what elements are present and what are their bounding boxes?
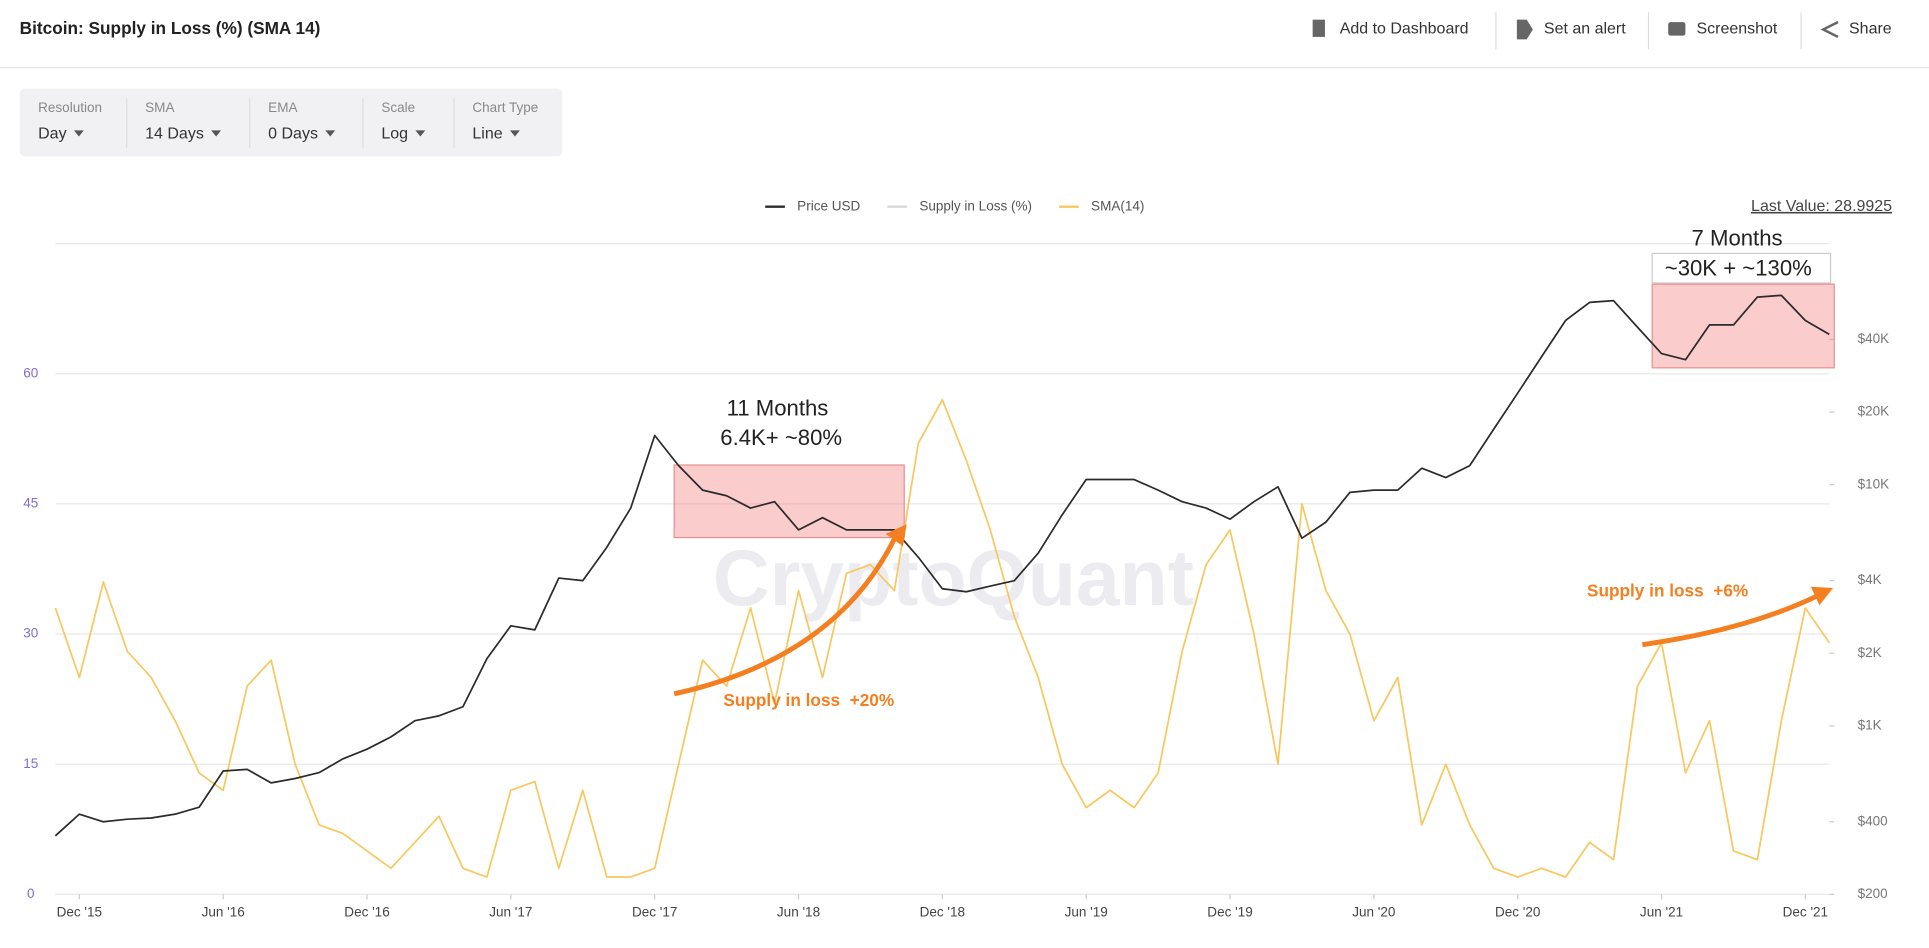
y-tick-label: 60	[23, 365, 38, 380]
action-button[interactable]: Share	[1849, 21, 1892, 38]
series-line	[54, 398, 1831, 878]
action-button[interactable]: Set an alert	[1544, 21, 1626, 38]
actions: Add to Dashboard Set an alert Screenshot…	[1312, 12, 1892, 50]
y2-tick-label: $1K	[1858, 717, 1882, 732]
action-button[interactable]: Screenshot	[1696, 21, 1777, 38]
series-line	[54, 294, 1830, 837]
x-tick-label: Dec '18	[920, 904, 965, 919]
arrow	[1642, 593, 1820, 648]
x-tick-label: Dec '15	[57, 904, 102, 919]
icon	[1312, 19, 1325, 37]
x-tick-label: Jun '20	[1352, 904, 1395, 919]
y2-tick-label: $2K	[1858, 645, 1882, 660]
control-label: SMA	[145, 100, 174, 115]
control-label: Scale	[381, 100, 415, 115]
y-tick-label: 0	[27, 886, 35, 901]
annotation: ~30K + ~130%	[1665, 255, 1812, 280]
control-value[interactable]: Line	[472, 125, 502, 142]
x-tick-label: Dec '21	[1783, 904, 1828, 919]
control-value[interactable]: Log	[381, 125, 408, 142]
legend-label: Price USD	[797, 198, 860, 213]
annotation: 7 Months	[1692, 226, 1783, 251]
annotation: Supply in loss +6%	[1587, 580, 1748, 600]
arrowhead	[1810, 586, 1834, 606]
highlight-box	[673, 464, 905, 539]
arrowhead	[885, 524, 907, 547]
watermark: CryptoQuant	[713, 534, 1194, 622]
y2-tick-label: $400	[1858, 813, 1888, 828]
dropdown-arrow	[510, 130, 520, 137]
icon	[1668, 22, 1686, 36]
y2-tick-label: $10K	[1858, 476, 1890, 491]
highlight-box	[1651, 283, 1835, 369]
y2-tick-label: $200	[1858, 886, 1888, 901]
x-tick-label: Dec '17	[632, 904, 677, 919]
x-tick-label: Jun '19	[1065, 904, 1108, 919]
x-tick-label: Jun '21	[1640, 904, 1683, 919]
x-tick-label: Jun '18	[777, 904, 820, 919]
x-tick-label: Dec '20	[1495, 904, 1540, 919]
dropdown-arrow	[415, 130, 426, 137]
x-tick-label: Jun '17	[489, 904, 532, 919]
control-label: Resolution	[38, 100, 102, 115]
x-tick-label: Dec '16	[344, 904, 389, 919]
annotation: 11 Months	[727, 396, 829, 421]
icon	[1516, 19, 1533, 40]
action-button[interactable]: Add to Dashboard	[1340, 21, 1469, 38]
control-value[interactable]: Day	[38, 125, 66, 142]
legend-label: Supply in Loss (%)	[919, 198, 1032, 213]
y2-tick-label: $40K	[1858, 331, 1890, 346]
control-panel	[19, 88, 563, 157]
page-title: Bitcoin: Supply in Loss (%) (SMA 14)	[20, 18, 321, 38]
annotation: 6.4K+ ~80%	[720, 425, 842, 450]
control-value[interactable]: 14 Days	[145, 125, 204, 142]
dropdown-arrow	[325, 130, 336, 137]
control-label: EMA	[268, 100, 297, 115]
control-value[interactable]: 0 Days	[268, 125, 318, 142]
y-tick-label: 15	[23, 756, 38, 771]
arrow	[673, 535, 898, 697]
control-label: Chart Type	[472, 100, 538, 115]
annotation-box	[1651, 252, 1832, 284]
legend-label: SMA(14)	[1091, 198, 1144, 213]
icon	[1820, 21, 1839, 39]
y-tick-label: 45	[23, 495, 38, 510]
annotation: Supply in loss +20%	[723, 690, 894, 710]
y2-tick-label: $4K	[1858, 572, 1882, 587]
last-value: Last Value: 28.9925	[1751, 198, 1892, 215]
x-tick-label: Dec '19	[1207, 904, 1252, 919]
y2-tick-label: $20K	[1858, 404, 1890, 419]
x-tick-label: Jun '16	[202, 904, 245, 919]
dropdown-arrow	[211, 130, 222, 137]
dropdown-arrow	[73, 130, 84, 137]
y-tick-label: 30	[23, 626, 38, 641]
